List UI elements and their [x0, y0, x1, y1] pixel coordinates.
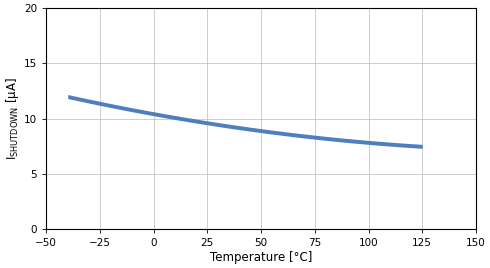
X-axis label: Temperature [°C]: Temperature [°C] — [210, 251, 312, 264]
Y-axis label: $\mathregular{I_{SHUTDOWN}}$ [μA]: $\mathregular{I_{SHUTDOWN}}$ [μA] — [4, 77, 21, 160]
